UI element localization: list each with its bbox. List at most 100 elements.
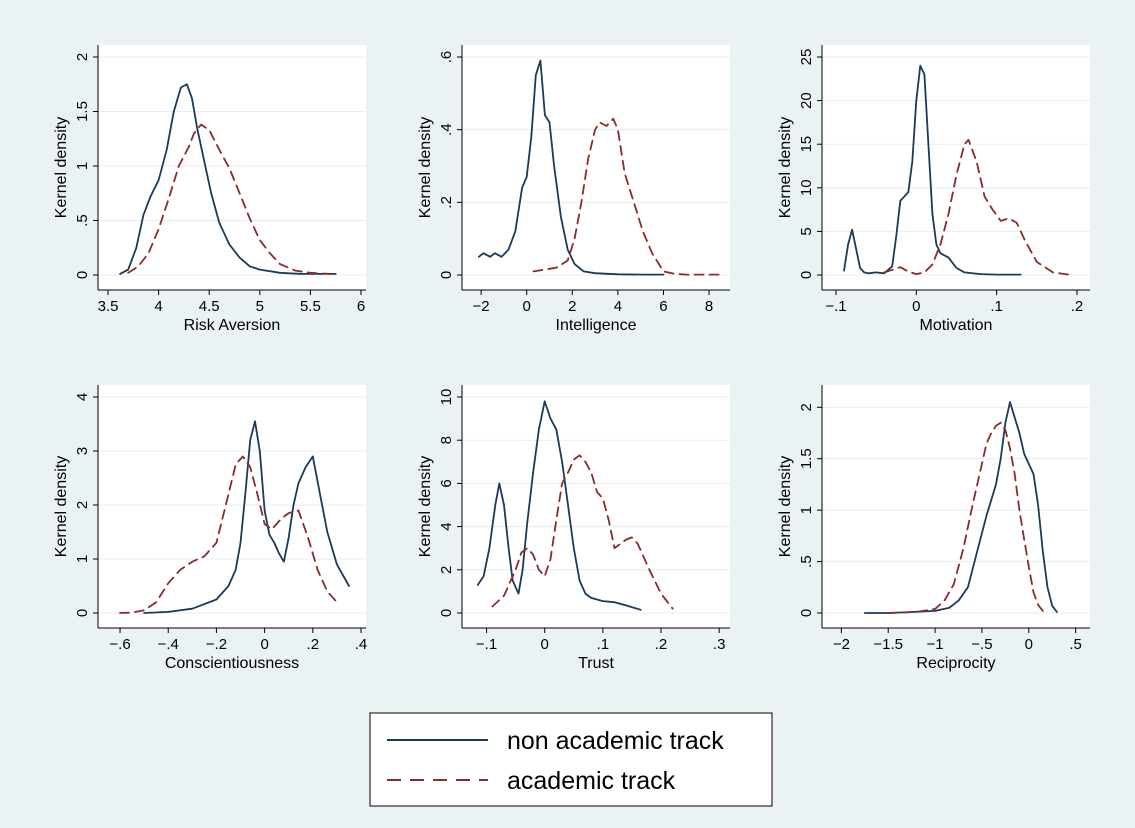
x-tick-label-0: 3.5 <box>98 298 119 315</box>
y-tick-label-2: 1 <box>798 506 815 514</box>
x-axis-title: Conscientiousness <box>165 655 299 672</box>
x-tick-label-5: .4 <box>355 636 368 653</box>
y-tick-label-0: 0 <box>438 609 455 617</box>
series-academic-track <box>883 138 1070 276</box>
y-axis-title: Kernel density <box>777 117 794 218</box>
y-tick-label-1: 2 <box>438 566 455 574</box>
x-tick-label-3: .2 <box>1071 298 1084 315</box>
x-tick-label-1: −1.5 <box>873 636 903 653</box>
x-tick-label-2: .1 <box>990 298 1003 315</box>
x-tick-label-4: 6 <box>659 298 667 315</box>
y-axis-title: Kernel density <box>53 117 70 218</box>
x-axis-title: Risk Aversion <box>184 317 281 334</box>
x-tick-label-4: .3 <box>713 636 726 653</box>
y-tick-label-1: 1 <box>74 555 91 563</box>
x-axis-title: Intelligence <box>556 317 637 334</box>
x-tick-label-2: −1 <box>927 636 944 653</box>
x-tick-label-0: −2 <box>833 636 850 653</box>
x-tick-label-1: −.4 <box>158 636 179 653</box>
x-tick-label-0: −2 <box>473 298 490 315</box>
y-tick-label-5: 25 <box>798 49 815 66</box>
x-axis-title: Reciprocity <box>916 655 995 672</box>
x-tick-label-2: −.2 <box>206 636 227 653</box>
y-tick-label-2: 1 <box>74 162 91 170</box>
x-tick-label-5: .5 <box>1069 636 1082 653</box>
x-axis-title: Trust <box>578 655 614 672</box>
y-tick-label-2: .4 <box>438 123 455 136</box>
y-tick-label-2: 4 <box>438 522 455 530</box>
x-tick-label-1: 0 <box>912 298 920 315</box>
y-tick-label-3: 1.5 <box>798 448 815 469</box>
y-tick-label-0: 0 <box>74 609 91 617</box>
chart-panel-6: 0 .5 1 1.5 2 −2 −1.5 −1 −.5 0 .5 Reciprocity Kernel … <box>777 385 1090 672</box>
y-tick-label-4: 20 <box>798 92 815 109</box>
x-tick-label-3: 5 <box>256 298 264 315</box>
series-non-academic-track <box>843 64 1022 276</box>
y-axis-title: Kernel density <box>53 456 70 557</box>
y-tick-label-1: .2 <box>438 196 455 209</box>
x-tick-label-0: −.6 <box>109 636 130 653</box>
y-tick-label-2: 10 <box>798 179 815 196</box>
series-academic-track <box>127 123 332 275</box>
y-tick-label-0: 0 <box>438 271 455 279</box>
y-tick-label-5: 10 <box>438 389 455 406</box>
chart-panel-3: 0 5 10 15 20 25 −.1 0 .1 .2 Motivation Kernel densi… <box>777 45 1090 334</box>
y-tick-label-1: .5 <box>74 214 91 227</box>
series-academic-track <box>119 455 338 614</box>
x-tick-label-1: 4 <box>154 298 162 315</box>
series-non-academic-track <box>477 59 665 276</box>
y-tick-label-4: 2 <box>74 53 91 61</box>
x-tick-label-5: 8 <box>705 298 713 315</box>
y-tick-label-3: 15 <box>798 136 815 153</box>
x-tick-label-3: .2 <box>655 636 668 653</box>
y-tick-label-2: 2 <box>74 501 91 509</box>
x-tick-label-3: 4 <box>614 298 622 315</box>
y-tick-label-1: .5 <box>798 555 815 568</box>
series-non-academic-track <box>476 400 642 611</box>
x-tick-label-2: .1 <box>597 636 610 653</box>
chart-panel-4: 0 1 2 3 4 −.6 −.4 −.2 0 .2 .4 Conscientiousness Kern… <box>53 385 367 672</box>
y-tick-label-3: 1.5 <box>74 101 91 122</box>
legend-label-non-academic: non academic track <box>507 727 724 755</box>
y-tick-label-0: 0 <box>798 271 815 279</box>
x-tick-label-0: −.1 <box>825 298 846 315</box>
x-tick-label-1: 0 <box>523 298 531 315</box>
y-tick-label-4: 2 <box>798 403 815 411</box>
legend-box <box>369 712 773 807</box>
x-tick-label-4: 0 <box>1025 636 1033 653</box>
x-tick-label-3: −.5 <box>971 636 992 653</box>
x-tick-label-2: 2 <box>568 298 576 315</box>
y-tick-label-1: 5 <box>798 227 815 235</box>
chart-panel-5: 0 2 4 6 8 10 −.1 0 .1 .2 .3 Trust Kernel density <box>417 385 730 672</box>
series-academic-track <box>887 421 1044 614</box>
y-tick-label-0: 0 <box>798 609 815 617</box>
plot-area <box>822 385 1090 628</box>
y-tick-label-4: 8 <box>438 436 455 444</box>
y-tick-label-3: 6 <box>438 479 455 487</box>
plot-area <box>462 45 730 290</box>
plot-area <box>822 45 1090 290</box>
x-tick-label-1: 0 <box>541 636 549 653</box>
legend: non academic track academic track <box>369 712 773 807</box>
plot-area <box>98 385 366 628</box>
y-tick-label-3: .6 <box>438 51 455 64</box>
plot-area <box>462 385 730 628</box>
series-non-academic-track <box>863 401 1058 614</box>
plot-area <box>98 45 366 290</box>
x-tick-label-0: −.1 <box>476 636 497 653</box>
x-tick-label-3: 0 <box>260 636 268 653</box>
y-tick-label-4: 4 <box>74 393 91 401</box>
series-academic-track <box>532 117 722 276</box>
y-axis-title: Kernel density <box>777 456 794 557</box>
legend-label-academic: academic track <box>507 767 676 795</box>
x-axis-title: Motivation <box>920 317 993 334</box>
x-tick-label-4: 5.5 <box>300 298 321 315</box>
series-academic-track <box>491 454 674 610</box>
x-tick-label-2: 4.5 <box>199 298 220 315</box>
y-tick-label-0: 0 <box>74 271 91 279</box>
chart-panel-1: 0 .5 1 1.5 2 3.5 4 4.5 5 5.5 6 Risk Aversion Kernel … <box>53 45 366 334</box>
chart-panel-2: 0 .2 .4 .6 −2 0 2 4 6 8 Intelligence Kernel density <box>417 45 730 334</box>
y-axis-title: Kernel density <box>417 117 434 218</box>
